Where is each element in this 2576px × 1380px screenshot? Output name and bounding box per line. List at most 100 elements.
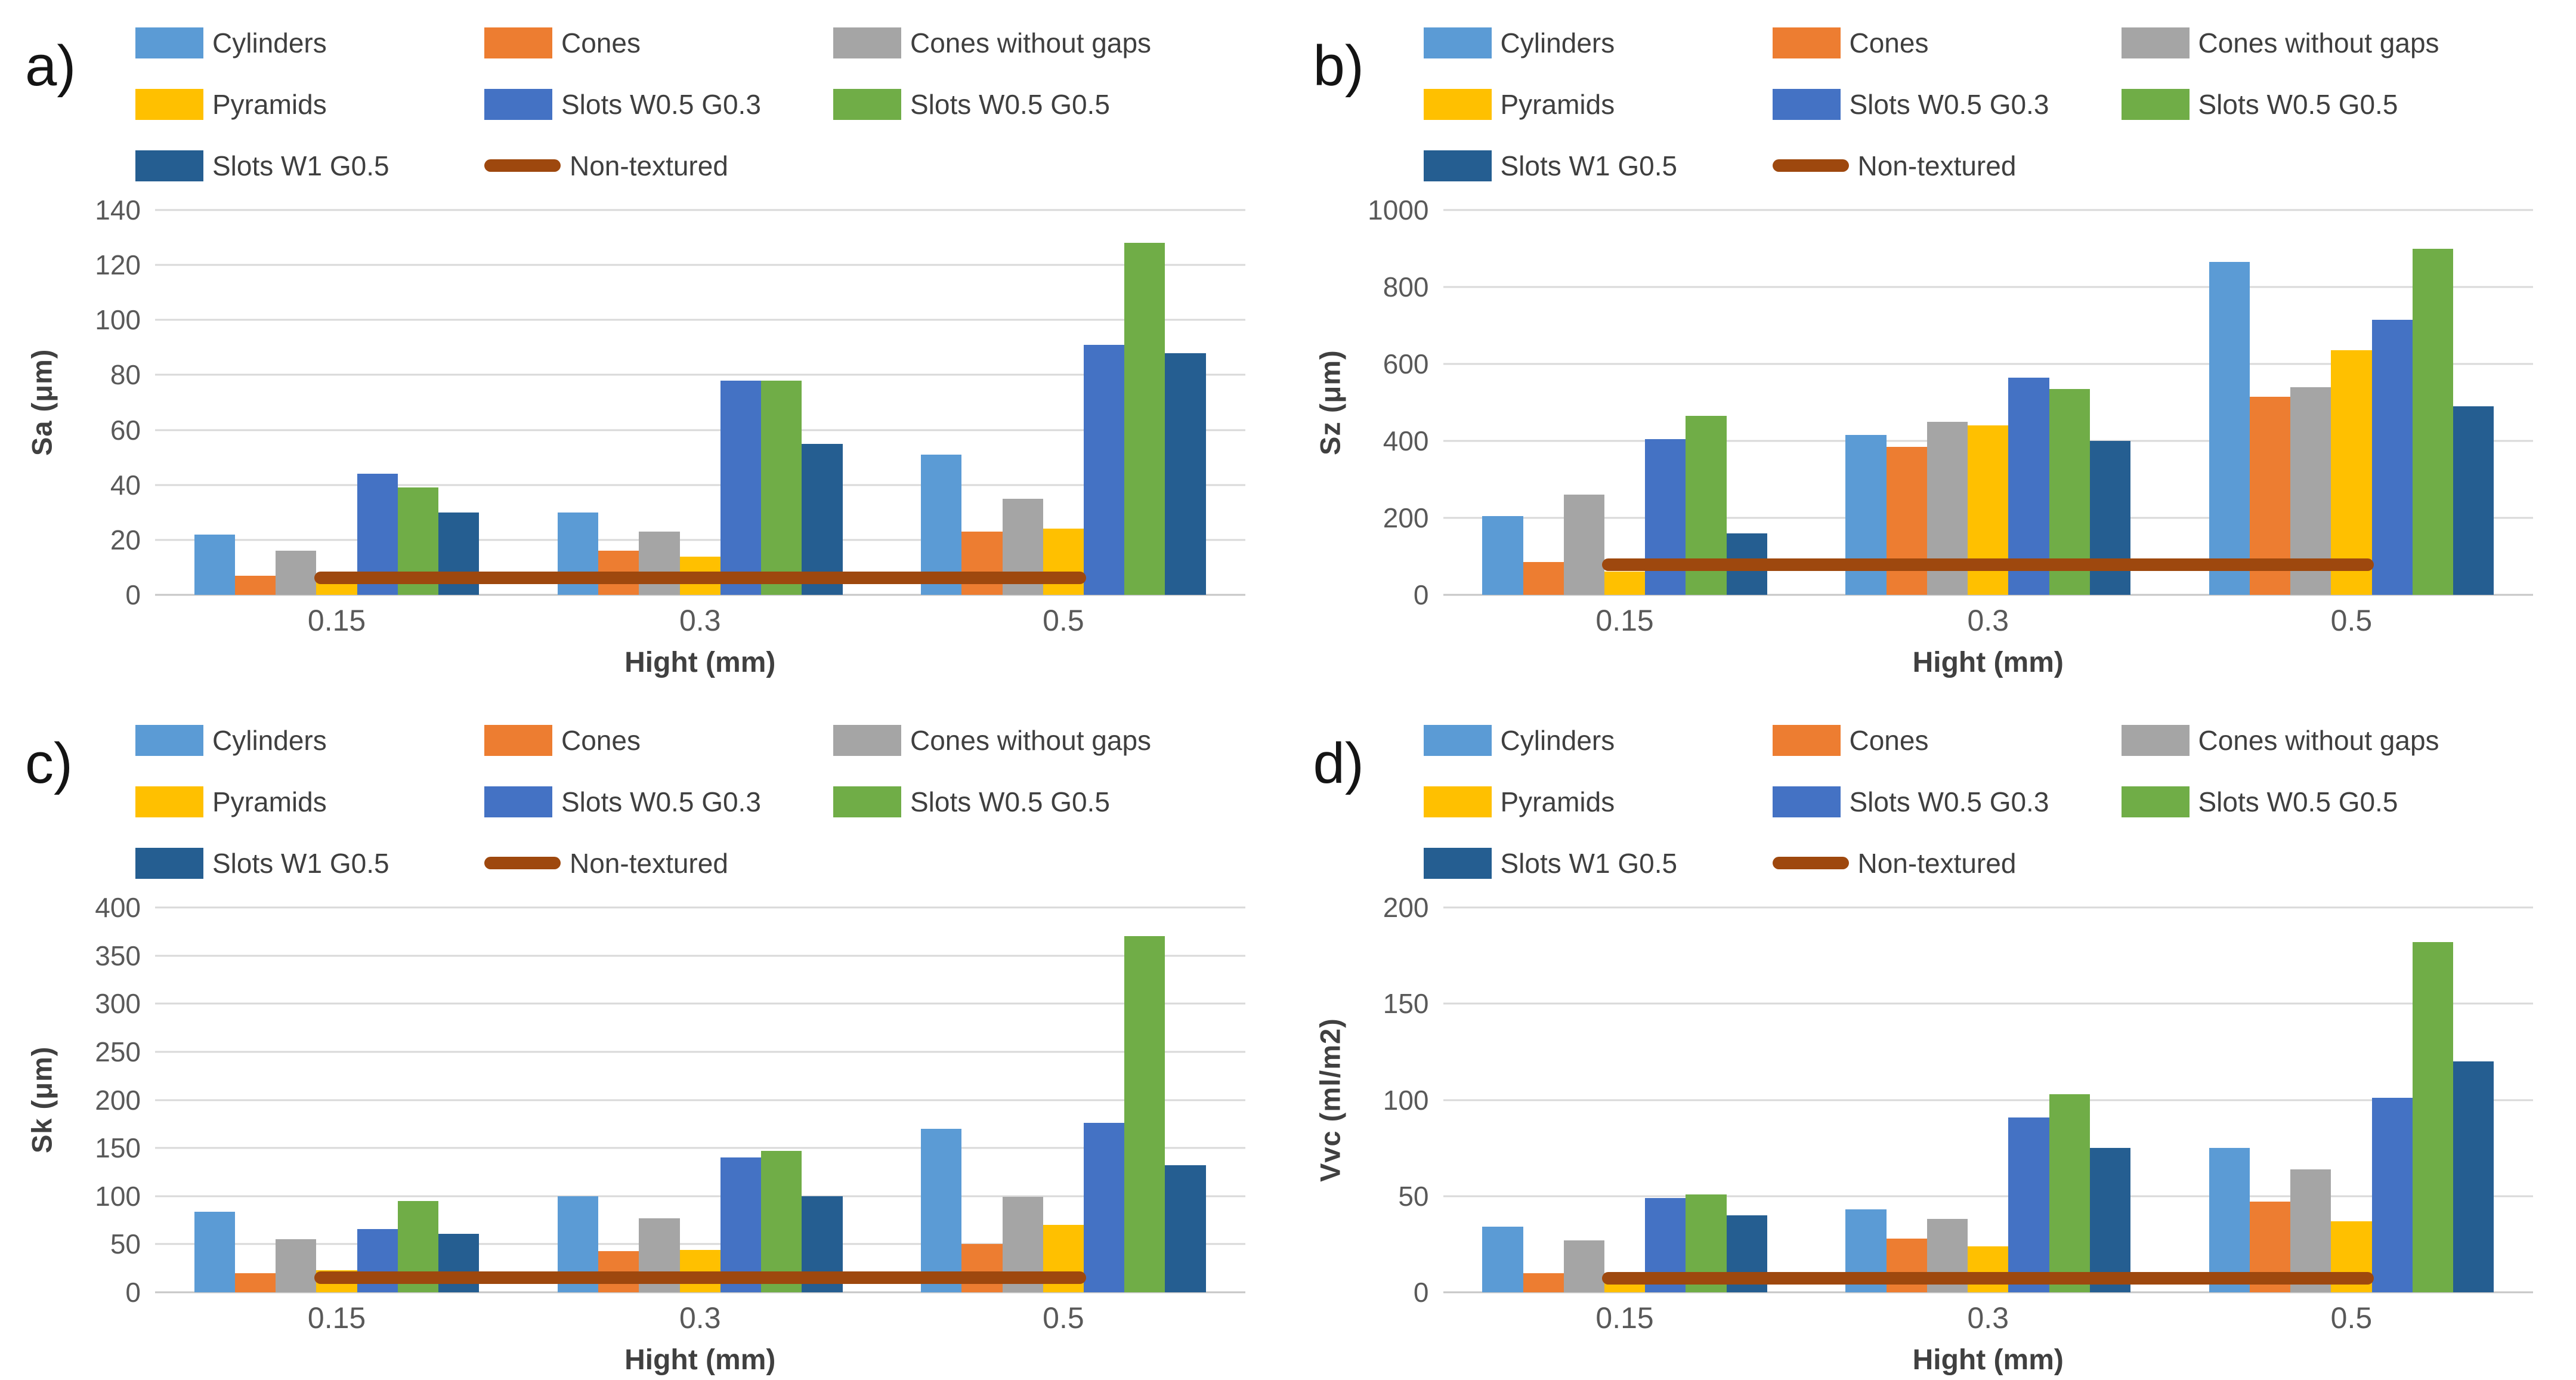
bar-d-0.5-slots-w0.5-g0.3 — [2371, 1098, 2413, 1292]
legend-swatch-cylinders-icon — [135, 27, 203, 58]
legend-label-cylinders: Cylinders — [212, 724, 327, 756]
bar-d-0.3-slots-w0.5-g0.5 — [2049, 1094, 2090, 1292]
legend-label-pyramids: Pyramids — [1500, 88, 1615, 120]
legend-swatch-slots-w0.5-g0.5-icon — [833, 88, 901, 120]
bar-c-0.15-cylinders — [194, 1211, 236, 1292]
legend-label-slots-w0.5-g0.3: Slots W0.5 G0.3 — [1849, 88, 2049, 120]
x-axis-labels-b: 0.15 0.3 0.5 — [1443, 595, 2534, 646]
y-tick-label-a-80: 80 — [110, 359, 141, 391]
legend-label-pyramids: Pyramids — [1500, 786, 1615, 817]
bar-a-0.5-slots-w0.5-g0.3 — [1084, 344, 1125, 595]
legend-swatch-slots-w0.5-g0.3-icon — [1772, 786, 1841, 817]
y-tick-label-a-100: 100 — [95, 304, 141, 336]
gridline-a-140 — [155, 209, 1245, 211]
y-axis-ticks-c: 0 50 100 150 200 250 300 350 400 — [66, 892, 155, 1308]
legend-label-cones: Cones — [1849, 724, 1929, 756]
gridline-c-200 — [155, 1099, 1245, 1101]
x-axis-line-c — [155, 1291, 1245, 1293]
bar-a-0.15-cones-without-gaps — [276, 551, 317, 595]
legend-swatch-cylinders-icon — [135, 724, 203, 756]
y-tick-label-d-0: 0 — [1413, 1277, 1429, 1308]
legend-item-slots-w0.5-g0.3: Slots W0.5 G0.3 — [484, 88, 833, 121]
legend-swatch-cylinders-icon — [1423, 724, 1492, 756]
gridline-c-250 — [155, 1051, 1245, 1053]
legend-label-slots-w0.5-g0.3: Slots W0.5 G0.3 — [561, 786, 761, 817]
bar-a-0.5-pyramids — [1043, 529, 1084, 595]
bar-b-0.3-slots-w1-g0.5 — [2089, 441, 2130, 595]
y-axis-ticks-d: 0 50 100 150 200 — [1354, 892, 1443, 1308]
bar-c-0.5-slots-w0.5-g0.3 — [1084, 1123, 1125, 1292]
bar-a-0.15-cylinders — [194, 534, 236, 595]
bar-a-0.3-slots-w0.5-g0.3 — [720, 380, 762, 595]
legend-item-cones-without-gaps: Cones without gaps — [833, 27, 1151, 59]
legend-label-pyramids: Pyramids — [212, 786, 327, 817]
legend-item-cones: Cones — [1772, 724, 2122, 757]
bar-c-0.3-pyramids — [679, 1250, 720, 1292]
bar-group-c-0.15 — [155, 907, 518, 1292]
legend-swatch-slots-w1-g0.5-icon — [135, 847, 203, 879]
legend-item-slots-w1-g0.5: Slots W1 G0.5 — [1423, 150, 1773, 182]
bar-c-0.3-slots-w0.5-g0.5 — [761, 1150, 802, 1292]
bar-group-d-0.3 — [1807, 907, 2170, 1292]
legend-label-cylinders: Cylinders — [212, 27, 327, 58]
y-tick-label-c-0: 0 — [125, 1277, 141, 1308]
y-tick-label-d-100: 100 — [1383, 1084, 1429, 1116]
bar-group-c-0.5 — [882, 907, 1245, 1292]
legend-swatch-slots-w0.5-g0.3-icon — [1772, 88, 1841, 120]
legend-label-pyramids: Pyramids — [212, 88, 327, 120]
x-axis-line-d — [1443, 1291, 2533, 1293]
bar-b-0.5-cylinders — [2209, 262, 2250, 595]
non-textured-line-a — [314, 572, 1086, 585]
bar-group-b-0.15 — [1443, 210, 1807, 595]
legend-item-slots-w0.5-g0.3: Slots W0.5 G0.3 — [484, 786, 833, 818]
legend-item-non-textured: Non-textured — [484, 150, 833, 182]
legend-label-non-textured: Non-textured — [570, 150, 728, 181]
chart-panel-d: d) Cylinders Cones Cones without gaps Pyrami… — [1288, 697, 2576, 1380]
y-axis-title-a: Sa (μm) — [26, 348, 58, 456]
x-tick-label-b-0.15: 0.15 — [1595, 604, 1654, 637]
y-axis-ticks-b: 0 200 400 600 800 1000 — [1354, 195, 1443, 610]
legend-item-slots-w1-g0.5: Slots W1 G0.5 — [1423, 847, 1773, 879]
y-tick-label-c-150: 150 — [95, 1132, 141, 1164]
legend-item-cylinders: Cylinders — [1423, 27, 1773, 59]
bar-group-a-0.15 — [155, 210, 518, 595]
bar-c-0.5-slots-w0.5-g0.5 — [1124, 936, 1165, 1292]
legend-swatch-pyramids-icon — [135, 786, 203, 817]
legend-item-pyramids: Pyramids — [135, 88, 484, 121]
legend-swatch-slots-w0.5-g0.3-icon — [484, 786, 552, 817]
legend-label-cones-without-gaps: Cones without gaps — [2198, 724, 2439, 756]
bar-d-0.15-cylinders — [1482, 1227, 1523, 1292]
legend-swatch-slots-w1-g0.5-icon — [1423, 150, 1492, 181]
legend-d: Cylinders Cones Cones without gaps Pyramids… — [1423, 709, 2439, 899]
legend-item-slots-w0.5-g0.5: Slots W0.5 G0.5 — [833, 88, 1151, 121]
legend-swatch-cones-without-gaps-icon — [833, 27, 901, 58]
bar-c-0.5-cones — [961, 1244, 1003, 1292]
x-tick-label-c-0.3: 0.3 — [679, 1301, 721, 1335]
legend-line-swatch-non-textured-icon — [1772, 857, 1849, 869]
y-tick-label-c-100: 100 — [95, 1180, 141, 1212]
plot-area-d — [1443, 906, 2533, 1293]
legend-label-slots-w0.5-g0.5: Slots W0.5 G0.5 — [910, 786, 1110, 817]
bar-a-0.15-cones — [235, 575, 276, 595]
legend-label-cylinders: Cylinders — [1500, 724, 1615, 756]
legend-item-slots-w0.5-g0.3: Slots W0.5 G0.3 — [1772, 88, 2122, 121]
bar-b-0.3-cylinders — [1845, 435, 1887, 595]
bar-d-0.15-cones — [1523, 1273, 1564, 1292]
bar-d-0.5-cones-without-gaps — [2290, 1169, 2331, 1292]
y-tick-label-a-40: 40 — [110, 469, 141, 501]
legend-item-slots-w0.5-g0.5: Slots W0.5 G0.5 — [2121, 786, 2439, 818]
x-axis-line-b — [1443, 594, 2533, 596]
legend-item-cones: Cones — [484, 724, 833, 757]
gridline-d-150 — [1443, 1002, 2533, 1005]
bar-a-0.3-slots-w0.5-g0.5 — [761, 380, 802, 595]
legend-label-slots-w1-g0.5: Slots W1 G0.5 — [1500, 847, 1678, 879]
y-tick-label-d-200: 200 — [1383, 892, 1429, 923]
bar-b-0.15-cones-without-gaps — [1563, 495, 1604, 595]
legend-swatch-cones-without-gaps-icon — [2121, 27, 2190, 58]
legend-label-non-textured: Non-textured — [1857, 847, 2017, 879]
bar-a-0.5-cones — [961, 532, 1003, 595]
bar-d-0.15-cones-without-gaps — [1563, 1240, 1604, 1292]
x-axis-title-a: Hight (mm) — [624, 647, 776, 678]
bar-d-0.5-slots-w0.5-g0.5 — [2412, 942, 2453, 1292]
